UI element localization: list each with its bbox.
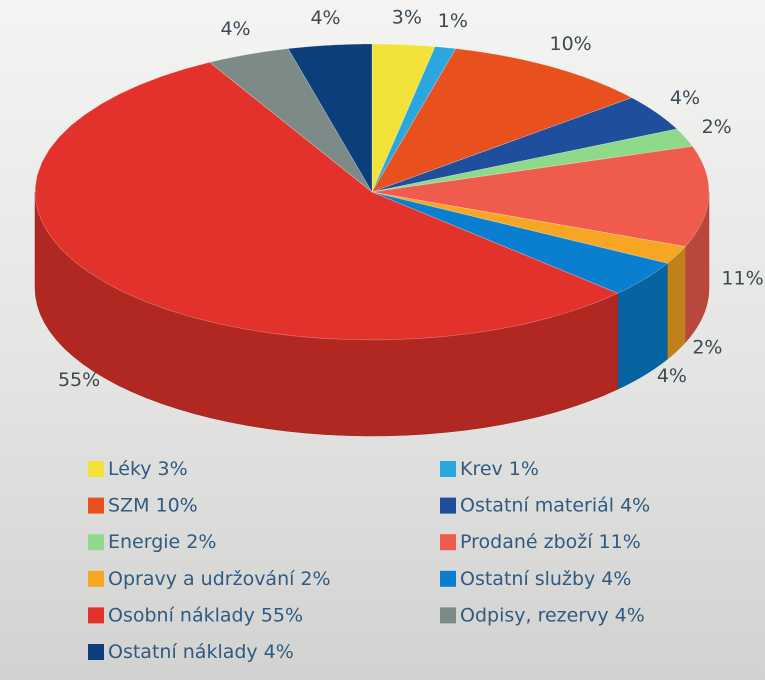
legend-label: Ostatní služby 4%	[460, 567, 631, 589]
legend-swatch	[440, 571, 456, 587]
legend-swatch	[440, 461, 456, 477]
legend-swatch	[440, 607, 456, 623]
legend-swatch	[440, 498, 456, 514]
legend-label: Osobní náklady 55%	[108, 604, 303, 626]
legend-swatch	[88, 461, 104, 477]
legend-value: 1%	[509, 458, 539, 480]
legend-value: 4%	[601, 567, 631, 589]
data-label: 55%	[58, 369, 100, 391]
legend-label: Energie 2%	[108, 531, 216, 553]
legend-swatch	[88, 607, 104, 623]
legend-value: 4%	[620, 494, 650, 516]
data-label: 4%	[657, 365, 687, 387]
legend-name: SZM	[108, 494, 149, 516]
data-label: 10%	[550, 33, 592, 55]
legend-value: 2%	[186, 531, 216, 553]
legend-value: 4%	[264, 641, 294, 663]
legend-name: Prodané zboží	[460, 531, 593, 553]
pie	[35, 44, 709, 436]
data-label: 4%	[670, 87, 700, 109]
legend-swatch	[88, 534, 104, 550]
legend-name: Krev	[460, 458, 503, 480]
legend-name: Ostatní materiál	[460, 494, 614, 516]
data-label: 3%	[392, 7, 422, 29]
legend-value: 55%	[261, 604, 303, 626]
chart: 3%1%10%4%2%11%2%4%55%4%4% Léky3%Krev1%SZ…	[0, 0, 765, 680]
legend-name: Odpisy, rezervy	[460, 604, 609, 626]
legend-swatch	[88, 571, 104, 587]
data-label: 4%	[310, 7, 340, 29]
legend-value: 10%	[155, 494, 197, 516]
data-label: 1%	[438, 10, 468, 32]
legend-name: Osobní náklady	[108, 604, 255, 626]
legend-swatch	[88, 498, 104, 514]
legend-value: 4%	[615, 604, 645, 626]
legend-name: Ostatní náklady	[108, 641, 258, 663]
legend-swatch	[88, 644, 104, 660]
legend-label: Léky 3%	[108, 458, 188, 480]
data-label: 11%	[721, 268, 763, 290]
legend-label: Ostatní náklady 4%	[108, 641, 294, 663]
legend-name: Ostatní služby	[460, 567, 595, 589]
data-label: 2%	[702, 116, 732, 138]
legend-value: 3%	[158, 458, 188, 480]
legend-value: 11%	[599, 531, 641, 553]
legend-name: Léky	[108, 458, 152, 480]
legend-value: 2%	[300, 567, 330, 589]
legend-swatch	[440, 534, 456, 550]
legend-name: Energie	[108, 531, 180, 553]
legend-label: Ostatní materiál 4%	[460, 494, 650, 516]
legend-label: Prodané zboží 11%	[460, 531, 641, 553]
slice-side	[667, 247, 685, 360]
legend-name: Opravy a udržování	[108, 567, 295, 589]
data-label: 4%	[220, 18, 250, 40]
data-label: 2%	[692, 336, 722, 358]
legend-label: Odpisy, rezervy 4%	[460, 604, 645, 626]
legend-label: Krev 1%	[460, 458, 539, 480]
